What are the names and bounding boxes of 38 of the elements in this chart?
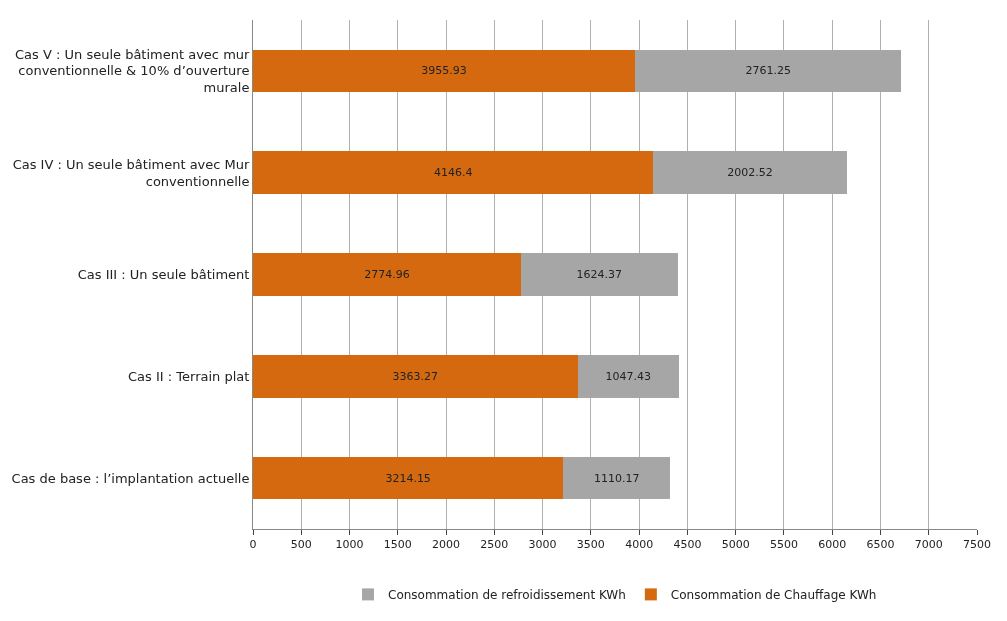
legend-label: Consommation de refroidissement KWh	[388, 588, 626, 603]
data-label: 3214.15	[385, 471, 431, 485]
x-tick-label: 5000	[721, 538, 750, 552]
data-label: 4146.4	[433, 166, 473, 180]
data-label: 3955.93	[421, 64, 467, 78]
x-tick-label: 6000	[818, 538, 847, 552]
x-tick-label: 0	[249, 538, 257, 552]
data-label: 3363.27	[392, 369, 439, 383]
x-tick-label: 6500	[866, 538, 895, 552]
x-tick-label: 3500	[576, 538, 605, 552]
y-tick-label: Cas II : Terrain plat	[128, 368, 250, 384]
data-label: 2761.25	[745, 64, 791, 78]
x-tick-label: 2000	[432, 538, 461, 552]
x-tick-label: 500	[290, 538, 312, 552]
bar	[253, 253, 521, 296]
data-label: 1110.17	[594, 471, 640, 485]
x-tick-label: 1000	[335, 538, 364, 552]
y-tick-label: Cas IV : Un seule bâtiment avec Mur conventionnelle	[12, 156, 251, 189]
x-tick-label: 3000	[528, 538, 557, 552]
data-label: 1047.43	[605, 369, 651, 383]
data-label: 1624.37	[576, 268, 623, 281]
bar	[253, 151, 654, 195]
bar	[253, 354, 578, 398]
x-tick-label: 7500	[963, 538, 991, 552]
x-tick-label: 4500	[673, 538, 702, 552]
bar	[253, 456, 564, 500]
x-tick-label: 7000	[914, 538, 943, 552]
x-tick-label: 1500	[383, 538, 412, 552]
data-label: 2774.96	[364, 268, 410, 281]
y-tick-label: Cas III : Un seule bâtiment	[77, 267, 250, 283]
y-tick-label: Cas V : Un seule bâtiment avec mur conventionnelle & 10% d’ouverture murale	[15, 46, 251, 96]
x-tick-label: 5500	[769, 538, 798, 552]
x-tick-label: 4000	[625, 538, 654, 552]
bar	[253, 49, 635, 93]
y-tick-label: Cas de base : l’implantation actuelle	[11, 470, 250, 486]
legend-label: Consommation de Chauffage KWh	[670, 588, 877, 603]
data-label: 2002.52	[727, 166, 773, 180]
x-tick-label: 2500	[480, 538, 509, 552]
